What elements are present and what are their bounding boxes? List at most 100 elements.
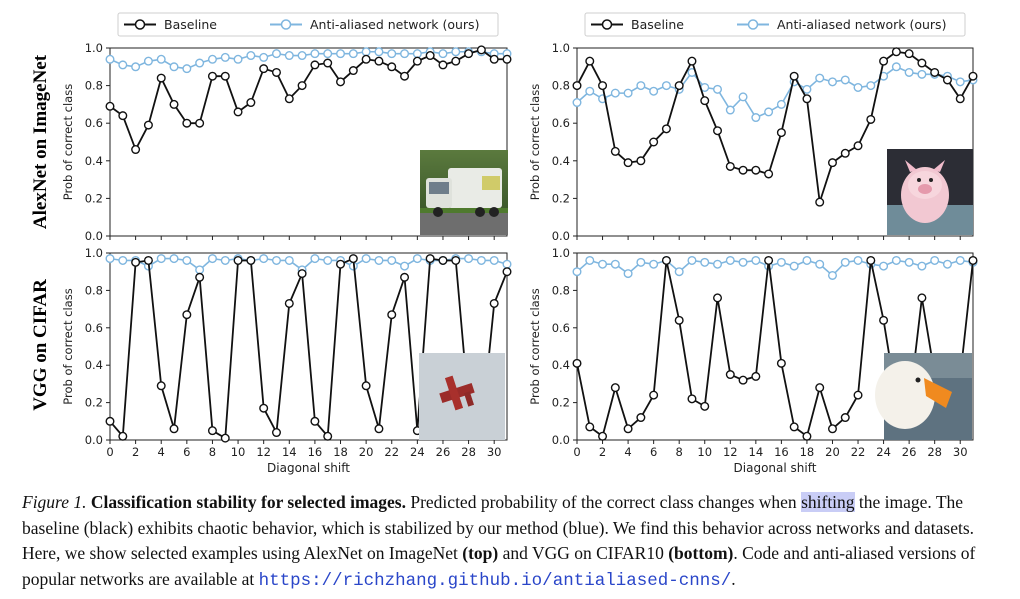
baseline-point	[725, 370, 735, 380]
baseline-point	[572, 81, 582, 91]
x-tick-label: 24	[410, 445, 425, 459]
baseline-point	[271, 428, 281, 438]
antialiased-point	[610, 259, 620, 269]
caption-bottom: (bottom)	[668, 543, 734, 563]
y-tick-label: 0.4	[552, 154, 570, 168]
baseline-point	[738, 375, 748, 385]
antialiased-point	[776, 257, 786, 267]
baseline-point	[713, 293, 723, 303]
baseline-point	[489, 298, 499, 308]
figure-caption: Figure 1. Classification stability for s…	[22, 490, 1007, 594]
baseline-point	[917, 293, 927, 303]
baseline-point	[636, 413, 646, 423]
legend-antialiased-label: Anti-aliased network (ours)	[310, 17, 479, 32]
baseline-point	[105, 416, 115, 426]
antialiased-point	[271, 255, 281, 265]
antialiased-point	[284, 255, 294, 265]
baseline-point	[387, 62, 397, 72]
y-axis-label: Prob of correct class	[528, 288, 542, 404]
antialiased-point	[879, 261, 889, 271]
y-tick-label: 1.0	[85, 41, 103, 55]
baseline-point	[118, 431, 128, 441]
antialiased-point	[930, 255, 940, 265]
antialiased-point	[764, 107, 774, 117]
baseline-point	[623, 158, 633, 168]
baseline-point	[713, 126, 723, 136]
baseline-point	[156, 73, 166, 83]
baseline-point	[853, 390, 863, 400]
baseline-point	[610, 146, 620, 156]
antialiased-point	[361, 47, 371, 57]
baseline-point	[451, 56, 461, 66]
x-tick-label: 22	[851, 445, 866, 459]
baseline-point	[751, 165, 761, 175]
antialiased-point	[169, 254, 179, 264]
antialiased-point	[361, 254, 371, 264]
baseline-point	[789, 71, 799, 81]
x-tick-label: 26	[902, 445, 917, 459]
baseline-point	[246, 98, 256, 108]
antialiased-point	[585, 86, 595, 96]
y-tick-label: 0.6	[85, 321, 103, 335]
antialiased-point	[955, 255, 965, 265]
baseline-point	[169, 424, 179, 434]
chart-panel-top-right: 0.0 0.2 0.4 0.6 0.8 1.0 Prob of correct class	[528, 41, 978, 243]
legend-left: Baseline Anti-aliased network (ours)	[117, 12, 499, 37]
y-tick-label: 1.0	[85, 246, 103, 260]
antialiased-point	[636, 81, 646, 91]
y-tick-label: 0.8	[552, 283, 570, 297]
antialiased-point	[400, 49, 410, 59]
baseline-point	[400, 71, 410, 81]
baseline-point	[879, 56, 889, 66]
baseline-point	[451, 255, 461, 265]
antialiased-point	[674, 267, 684, 277]
antialiased-point	[387, 49, 397, 59]
antialiased-point	[827, 77, 837, 87]
baseline-point	[374, 56, 384, 66]
baseline-point	[955, 94, 965, 104]
antialiased-point	[195, 58, 205, 68]
caption-text-3: and VGG on CIFAR10	[502, 543, 664, 563]
x-tick-label: 14	[749, 445, 764, 459]
baseline-point	[387, 310, 397, 320]
baseline-point	[169, 99, 179, 109]
antialiased-point	[259, 52, 269, 62]
baseline-point	[297, 269, 307, 279]
y-tick-label: 1.0	[552, 41, 570, 55]
baseline-point	[968, 71, 978, 81]
baseline-point	[738, 165, 748, 175]
antialiased-point	[118, 60, 128, 70]
baseline-point	[271, 67, 281, 77]
antialiased-point	[917, 69, 927, 79]
antialiased-point	[105, 254, 115, 264]
antialiased-point	[687, 255, 697, 265]
baseline-point	[182, 310, 192, 320]
baseline-point	[336, 77, 346, 87]
baseline-point	[323, 431, 333, 441]
baseline-point	[259, 403, 269, 413]
row-label-vgg: VGG on CIFAR	[30, 279, 51, 411]
legend-baseline-marker	[601, 19, 613, 30]
baseline-point	[220, 71, 230, 81]
antialiased-point	[891, 62, 901, 72]
antialiased-point	[776, 99, 786, 109]
baseline-point	[636, 156, 646, 166]
antialiased-point	[725, 255, 735, 265]
baseline-point	[361, 381, 371, 391]
baseline-point	[802, 431, 812, 441]
x-tick-label: 22	[384, 445, 399, 459]
antialiased-point	[713, 259, 723, 269]
x-tick-label: 30	[953, 445, 968, 459]
y-tick-label: 0.2	[85, 191, 103, 205]
antialiased-point	[942, 259, 952, 269]
caption-url-link[interactable]: https://richzhang.github.io/antialiased-…	[258, 570, 732, 591]
antialiased-point	[661, 81, 671, 91]
baseline-point	[502, 54, 512, 64]
antialiased-point	[476, 255, 486, 265]
antialiased-point	[891, 255, 901, 265]
antialiased-point	[464, 254, 474, 264]
thumbnail-garbage-truck	[420, 150, 508, 235]
antialiased-point	[387, 255, 397, 265]
x-tick-label: 28	[461, 445, 476, 459]
baseline-point	[438, 255, 448, 265]
